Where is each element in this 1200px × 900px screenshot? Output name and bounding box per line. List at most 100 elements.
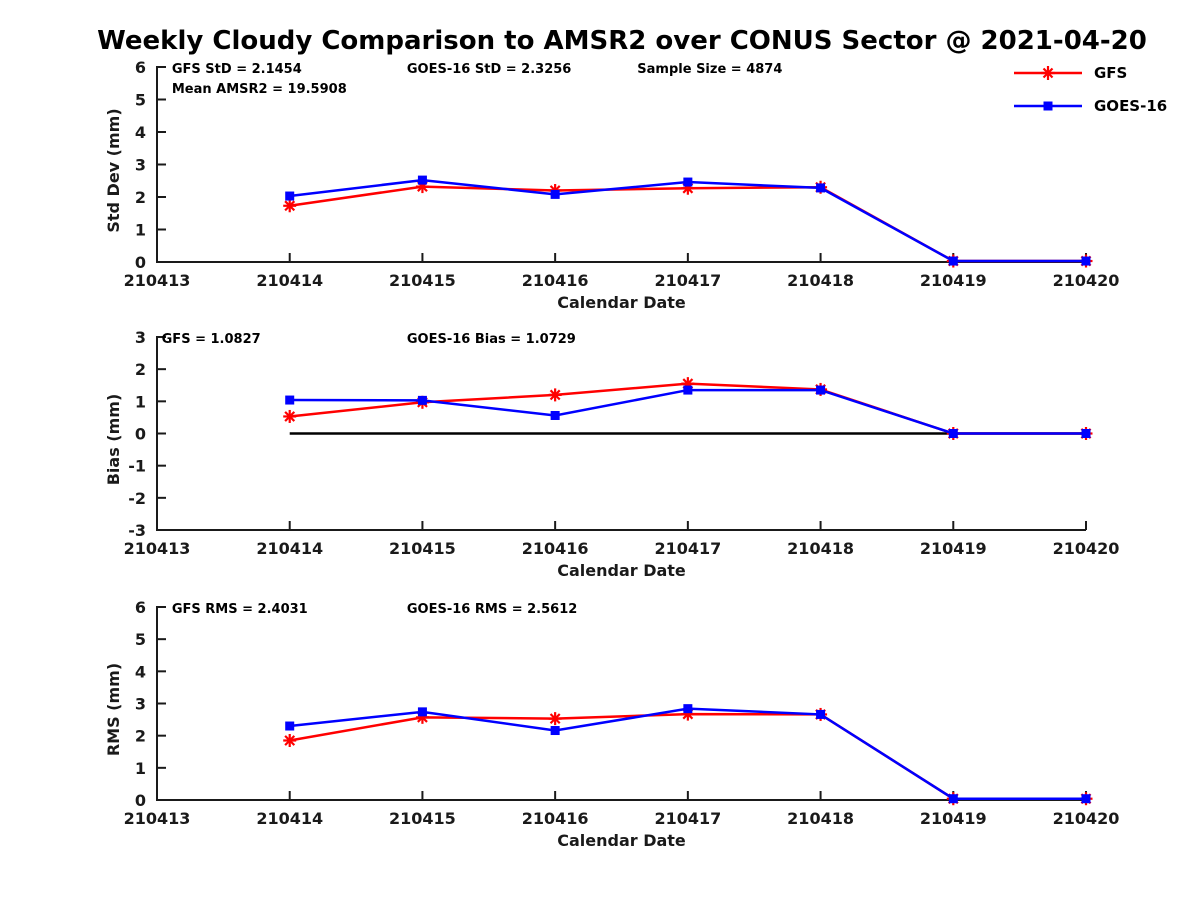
square-marker-icon [948, 429, 958, 438]
asterisk-marker-icon [549, 389, 561, 401]
y-tick-label: 1 [135, 392, 146, 411]
square-marker-icon [285, 395, 295, 405]
chart-title: Weekly Cloudy Comparison to AMSR2 over C… [97, 26, 1147, 56]
x-tick-label: 210418 [787, 271, 854, 290]
series-line-gfs [289, 712, 1086, 800]
y-tick-label: 0 [135, 791, 146, 810]
stat-annotation: GOES-16 Bias = 1.0729 [407, 332, 576, 347]
square-marker-icon [683, 704, 693, 714]
goes16-line-marker-icon [1014, 101, 1082, 111]
square-marker-icon [816, 183, 826, 193]
square-marker-icon [285, 721, 295, 731]
series-line-goes-16 [289, 707, 1086, 800]
series-line-goes-16 [289, 388, 1086, 435]
square-marker-icon [948, 256, 958, 266]
asterisk-marker-icon [549, 713, 561, 724]
square-marker-icon [948, 794, 958, 804]
legend-item-goes16: GOES-16 [1012, 93, 1167, 119]
y-tick-label: -3 [128, 521, 146, 540]
x-tick-label: 210413 [124, 539, 191, 558]
x-tick-label: 210415 [389, 271, 456, 290]
asterisk-marker-icon [284, 411, 296, 422]
x-tick-label: 210419 [920, 809, 987, 828]
stat-annotation: GFS StD = 2.1454 [172, 62, 302, 77]
y-tick-label: 5 [135, 630, 146, 649]
stat-annotation: GOES-16 StD = 2.3256 [407, 62, 571, 77]
y-tick-label: -2 [128, 489, 146, 508]
square-marker-icon [550, 410, 560, 420]
x-tick-label: 210418 [787, 539, 854, 558]
x-tick-label: 210416 [522, 539, 589, 558]
x-tick-label: 210413 [124, 271, 191, 290]
y-tick-label: 0 [135, 253, 146, 272]
legend: GFS GOES-16 [1012, 60, 1167, 126]
y-tick-label: 2 [135, 727, 146, 746]
y-tick-label: 4 [135, 123, 146, 142]
stat-annotation: GFS RMS = 2.4031 [172, 602, 308, 617]
square-marker-icon [683, 385, 693, 395]
y-tick-label: 4 [135, 662, 146, 681]
square-marker-icon [417, 175, 427, 185]
y-axis-label: Bias (mm) [104, 394, 123, 486]
x-axis-label: Calendar Date [557, 293, 686, 312]
stat-annotation: GOES-16 RMS = 2.5612 [407, 602, 577, 617]
square-marker-icon [1081, 256, 1091, 266]
x-axis-label: Calendar Date [557, 561, 686, 580]
legend-label-gfs: GFS [1094, 64, 1128, 82]
stat-annotation: Sample Size = 4874 [637, 62, 782, 77]
gfs-line-marker-icon [1014, 66, 1082, 80]
y-tick-label: -1 [128, 457, 146, 476]
x-tick-label: 210420 [1053, 271, 1120, 290]
y-tick-label: 2 [135, 360, 146, 379]
square-marker-icon [417, 395, 427, 405]
square-marker-icon [417, 707, 427, 717]
x-tick-label: 210420 [1053, 809, 1120, 828]
x-tick-label: 210418 [787, 809, 854, 828]
square-marker-icon [550, 189, 560, 199]
legend-item-gfs: GFS [1012, 60, 1167, 86]
y-tick-label: 0 [135, 425, 146, 444]
x-tick-label: 210417 [654, 539, 721, 558]
y-tick-label: 6 [135, 598, 146, 617]
y-axis-label: RMS (mm) [104, 663, 123, 756]
stat-annotation: GFS = 1.0827 [162, 332, 261, 347]
y-tick-label: 6 [135, 58, 146, 77]
x-tick-label: 210414 [256, 271, 323, 290]
asterisk-marker-icon [284, 735, 296, 746]
x-tick-label: 210413 [124, 809, 191, 828]
stat-annotation: Mean AMSR2 = 19.5908 [172, 82, 347, 97]
square-marker-icon [683, 177, 693, 187]
y-tick-label: 3 [135, 328, 146, 347]
asterisk-marker-icon [284, 200, 296, 212]
square-marker-icon [816, 709, 826, 719]
y-tick-label: 3 [135, 156, 146, 175]
x-tick-label: 210417 [654, 809, 721, 828]
y-tick-label: 5 [135, 91, 146, 110]
square-marker-icon [1081, 794, 1091, 804]
x-axis-label: Calendar Date [557, 831, 686, 850]
x-tick-label: 210415 [389, 539, 456, 558]
y-tick-label: 3 [135, 695, 146, 714]
x-tick-label: 210419 [920, 539, 987, 558]
square-marker-icon [550, 726, 560, 736]
x-tick-label: 210416 [522, 809, 589, 828]
square-marker-icon [1043, 101, 1053, 111]
y-tick-label: 1 [135, 221, 146, 240]
y-axis-label: Std Dev (mm) [104, 108, 123, 232]
asterisk-icon [1042, 67, 1054, 79]
x-tick-label: 210415 [389, 809, 456, 828]
y-tick-label: 1 [135, 759, 146, 778]
y-tick-label: 2 [135, 188, 146, 207]
square-marker-icon [816, 385, 826, 395]
x-tick-label: 210419 [920, 271, 987, 290]
square-marker-icon [1081, 429, 1091, 438]
x-tick-label: 210414 [256, 809, 323, 828]
x-tick-label: 210414 [256, 539, 323, 558]
x-tick-label: 210417 [654, 271, 721, 290]
series-line-gfs [289, 185, 1086, 263]
legend-label-goes16: GOES-16 [1094, 97, 1168, 115]
x-tick-label: 210420 [1053, 539, 1120, 558]
x-tick-label: 210416 [522, 271, 589, 290]
